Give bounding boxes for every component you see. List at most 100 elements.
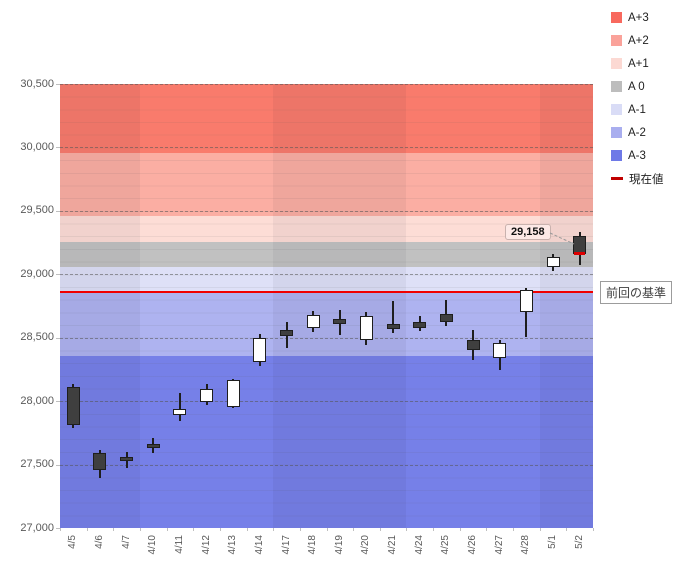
y-axis-label: 29,000 [20,267,54,280]
last-close-mark [574,252,586,256]
y-axis-label: 28,500 [20,331,54,344]
y-axis-tick [56,401,60,403]
x-axis-tick [299,528,301,531]
legend-item-A-3: A-3 [611,144,664,167]
candle-body [226,379,240,408]
legend-item-A+1: A+1 [611,52,664,75]
legend-item-label: A-2 [628,126,646,139]
candle-body [466,339,480,350]
x-axis-tick [539,528,541,531]
x-axis-tick [113,528,115,531]
legend-item-label: A+3 [628,11,649,24]
legend-swatch-icon [611,150,622,161]
y-axis-label: 30,500 [20,77,54,90]
candle-body [120,456,134,462]
legend-item-label: A+1 [628,57,649,70]
x-axis-tick [593,528,594,531]
x-axis-label: 4/27 [493,535,505,555]
x-axis-label: 4/26 [467,535,479,555]
y-axis-tick [56,464,60,466]
x-axis-label: 4/18 [307,535,319,555]
candle-body [493,343,507,358]
legend-swatch-icon [611,127,622,138]
candle-body [66,386,80,426]
legend-swatch-icon [611,81,622,92]
candle-body [306,314,320,329]
legend-swatch-icon [611,12,622,23]
legend-swatch-icon [611,104,622,115]
band-A+2 [60,152,593,217]
candle-wick [178,392,181,421]
x-axis-tick [379,528,381,531]
legend-item-A-2: A-2 [611,121,664,144]
previous-baseline-label: 前回の基準 [600,281,673,304]
x-axis-label: 4/11 [173,535,185,554]
x-axis-label: 4/21 [387,535,399,555]
x-axis-label: 4/13 [227,535,239,555]
x-axis-tick [60,528,61,531]
x-axis-label: 5/1 [547,535,559,549]
x-axis-tick [433,528,435,531]
x-axis-label: 4/20 [360,535,372,555]
x-axis-label: 4/25 [440,535,452,555]
current-value-line [60,291,593,294]
y-axis-tick [56,147,60,149]
x-axis-label: 4/6 [93,535,105,549]
legend-item-current-value: 現在値 [611,167,664,190]
legend-item-A+2: A+2 [611,29,664,52]
legend-item-A+3: A+3 [611,6,664,29]
y-axis-label: 27,500 [20,458,54,471]
legend-item-label: 現在値 [629,173,664,186]
y-axis-label: 30,000 [20,140,54,153]
legend-item-label: A-3 [628,149,646,162]
x-axis-tick [166,528,168,531]
y-axis-tick [56,84,60,85]
x-axis-tick [219,528,221,531]
candle-body [200,389,214,403]
y-axis-tick [56,337,60,339]
x-axis-label: 4/14 [253,535,265,555]
candle-body [439,313,453,323]
x-axis-label: 4/12 [200,535,212,555]
current-value-line-icon [611,177,623,180]
band-A0 [60,241,593,267]
x-axis-label: 4/7 [120,535,132,549]
x-axis-tick [193,528,195,531]
y-axis-tick [56,274,60,276]
legend-swatch-icon [611,58,622,69]
candle-body [280,330,294,336]
last-price-callout: 29,158 [505,224,551,240]
x-axis-tick [353,528,355,531]
band-A-2 [60,292,593,356]
legend-item-A0: A 0 [611,75,664,98]
candle-body [413,321,427,329]
candle-body [253,338,267,362]
x-axis-label: 4/19 [333,535,345,555]
x-axis-label: 5/2 [573,535,585,549]
x-axis-label: 4/10 [147,535,159,555]
y-axis-label: 29,500 [20,204,54,217]
x-axis-tick [566,528,568,531]
candle-wick [445,299,448,326]
x-axis-tick [406,528,408,531]
x-axis-tick [513,528,515,531]
x-axis-tick [273,528,275,531]
candle-body [386,324,400,329]
x-axis-label: 4/5 [67,535,79,549]
y-axis-label: 28,000 [20,394,54,407]
legend-item-label: A 0 [628,80,645,93]
candle-wick [392,300,395,334]
y-axis-tick [56,210,60,212]
legend-item-label: A+2 [628,34,649,47]
y-axis-tick [56,528,60,529]
candle-body [546,257,560,268]
plot-area [60,84,593,528]
legend: A+3 A+2 A+1 A 0 A-1 A-2 A-3 現在値 [611,6,664,190]
x-axis-tick [246,528,248,531]
x-axis-label: 4/17 [280,535,292,555]
legend-item-label: A-1 [628,103,646,116]
legend-swatch-icon [611,35,622,46]
candle-body [359,315,373,341]
y-axis-label: 27,000 [20,521,54,534]
